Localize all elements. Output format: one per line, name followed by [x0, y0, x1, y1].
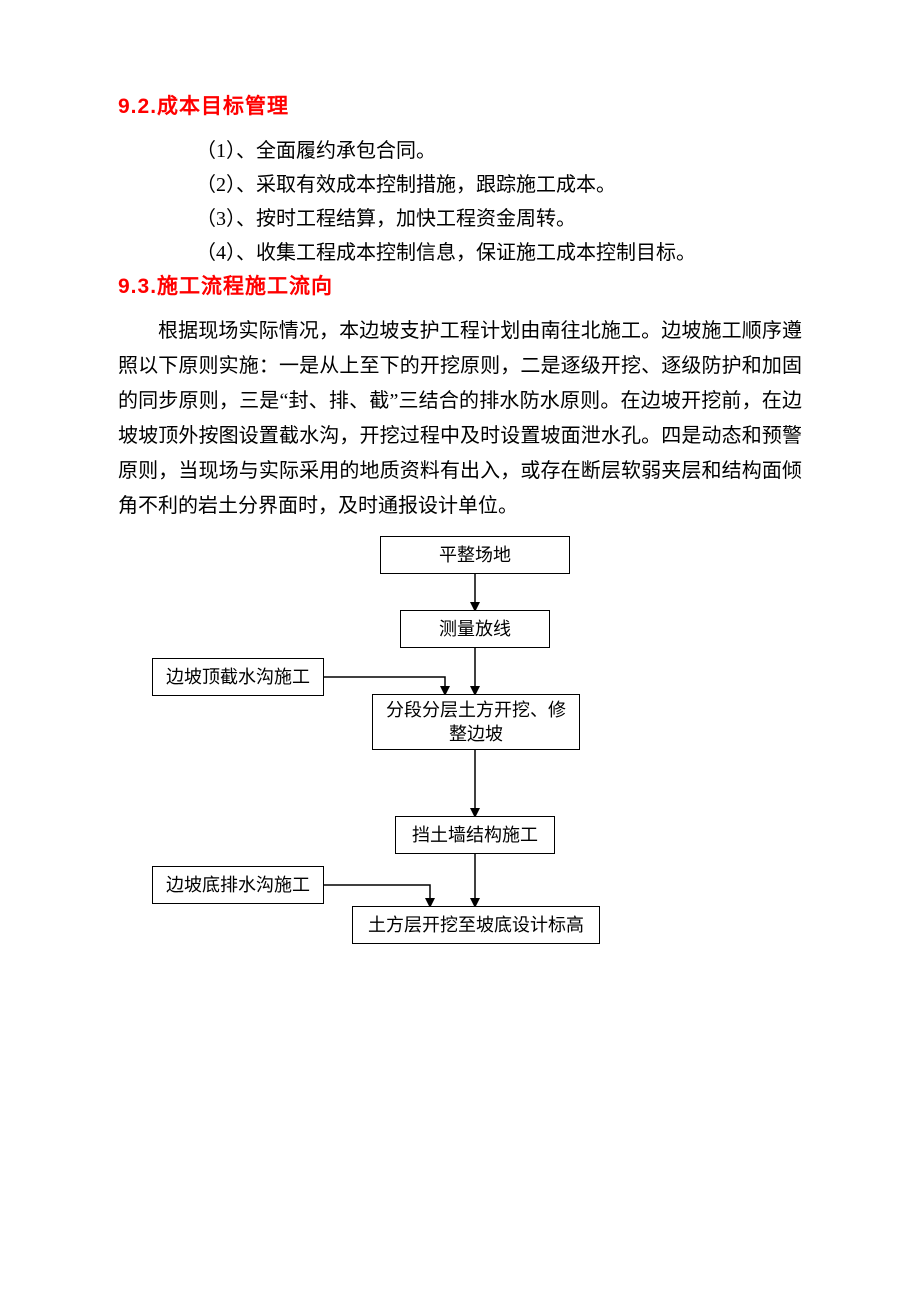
- section-9-3-paragraph: 根据现场实际情况，本边坡支护工程计划由南往北施工。边坡施工顺序遵照以下原则实施：…: [118, 314, 802, 524]
- flow-node-n5: 土方层开挖至坡底设计标高: [352, 906, 600, 944]
- construction-flowchart: 平整场地测量放线边坡顶截水沟施工分段分层土方开挖、修整边坡挡土墙结构施工边坡底排…: [120, 536, 800, 1006]
- flow-node-n1: 平整场地: [380, 536, 570, 574]
- section-9-3-heading: 9.3.施工流程施工流向: [118, 270, 802, 300]
- flow-edge: [324, 885, 430, 906]
- item-9-2-2: （2）、采取有效成本控制措施，跟踪施工成本。: [118, 168, 802, 202]
- flow-edge: [324, 677, 445, 694]
- flow-node-n4: 挡土墙结构施工: [395, 816, 555, 854]
- flow-node-n2: 测量放线: [400, 610, 550, 648]
- flow-node-s1: 边坡顶截水沟施工: [152, 658, 324, 696]
- section-9-2-heading: 9.2.成本目标管理: [118, 90, 802, 120]
- item-9-2-1: （1）、全面履约承包合同。: [118, 134, 802, 168]
- item-9-2-4: （4）、收集工程成本控制信息，保证施工成本控制目标。: [118, 236, 802, 270]
- flow-node-n3: 分段分层土方开挖、修整边坡: [372, 694, 580, 750]
- document-page: 9.2.成本目标管理 （1）、全面履约承包合同。 （2）、采取有效成本控制措施，…: [0, 0, 920, 1006]
- flow-node-s2: 边坡底排水沟施工: [152, 866, 324, 904]
- item-9-2-3: （3）、按时工程结算，加快工程资金周转。: [118, 202, 802, 236]
